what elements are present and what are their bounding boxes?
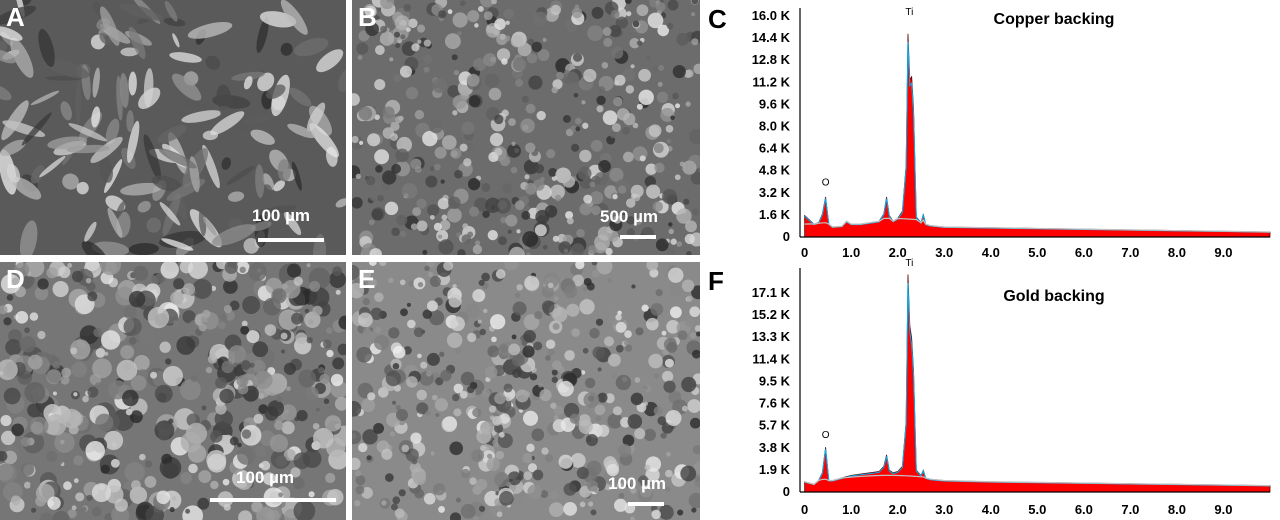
scale-bar-b — [620, 235, 656, 239]
x-tick-label: 5.0 — [1028, 502, 1046, 517]
y-tick-label: 13.3 K — [752, 329, 791, 344]
y-tick-label: 16.0 K — [752, 8, 791, 23]
scale-label-b: 500 µm — [600, 207, 658, 226]
x-tick-label: 6.0 — [1075, 502, 1093, 517]
x-tick-label: 7.0 — [1121, 502, 1139, 517]
panel-letter-d: D — [6, 264, 25, 294]
x-tick-label: 0 — [801, 245, 808, 260]
panel-letter-c: C — [708, 4, 727, 34]
y-tick-label: 0 — [783, 229, 790, 244]
scale-label-a: 100 µm — [252, 206, 310, 225]
y-tick-label: 4.8 K — [759, 163, 791, 178]
peak-label: O — [822, 430, 830, 441]
x-tick-label: 1.0 — [842, 245, 860, 260]
y-tick-label: 9.5 K — [759, 373, 791, 388]
y-tick-label: 1.9 K — [759, 462, 791, 477]
scale-bar-a — [258, 238, 324, 242]
y-tick-label: 0 — [783, 484, 790, 499]
background-curve — [804, 474, 1271, 487]
y-tick-label: 3.8 K — [759, 440, 791, 455]
x-tick-label: 3.0 — [935, 502, 953, 517]
micrograph-d-image — [0, 262, 346, 520]
x-tick-label: 4.0 — [982, 502, 1000, 517]
x-tick-label: 9.0 — [1214, 245, 1232, 260]
chart-title: Copper backing — [994, 11, 1115, 28]
y-tick-label: 1.6 K — [759, 207, 791, 222]
micrograph-d: D 100 µm — [0, 262, 346, 520]
y-tick-label: 11.2 K — [752, 74, 790, 89]
x-tick-label: 7.0 — [1121, 245, 1139, 260]
x-tick-label: 2.0 — [889, 502, 907, 517]
micrograph-b: B 500 µm — [352, 0, 700, 255]
x-tick-label: 0 — [801, 502, 808, 517]
scale-label-e: 100 µm — [608, 474, 666, 493]
spectrum-area — [804, 274, 1271, 493]
peak-label: Ti — [905, 7, 913, 18]
micrograph-a: A 100 µm — [0, 0, 346, 255]
micrograph-b-image — [352, 0, 700, 255]
panel-letter-f: F — [708, 266, 724, 296]
scale-bar-d — [210, 498, 336, 502]
panel-letter-a: A — [6, 2, 25, 32]
x-tick-label: 5.0 — [1028, 245, 1046, 260]
y-tick-label: 5.7 K — [759, 418, 791, 433]
y-tick-label: 15.2 K — [752, 307, 791, 322]
x-tick-label: 6.0 — [1075, 245, 1093, 260]
y-tick-label: 6.4 K — [759, 141, 791, 156]
x-tick-label: 8.0 — [1168, 245, 1186, 260]
micrograph-e: E 100 µm — [352, 262, 700, 520]
y-tick-label: 3.2 K — [759, 185, 791, 200]
x-tick-label: 2.0 — [889, 245, 907, 260]
y-tick-label: 12.8 K — [752, 52, 791, 67]
x-tick-label: 4.0 — [982, 245, 1000, 260]
panel-letter-b: B — [358, 2, 377, 32]
x-tick-label: 3.0 — [935, 245, 953, 260]
y-tick-label: 14.4 K — [752, 30, 791, 45]
x-tick-label: 9.0 — [1214, 502, 1232, 517]
background-curve — [804, 217, 1271, 233]
y-tick-label: 7.6 K — [759, 396, 791, 411]
y-tick-label: 17.1 K — [752, 285, 791, 300]
y-tick-label: 11.4 K — [752, 351, 790, 366]
micrograph-a-image — [0, 0, 346, 255]
panel-letter-e: E — [358, 264, 376, 294]
scale-label-d: 100 µm — [236, 468, 294, 487]
spectrum-fit-line — [804, 283, 1271, 487]
x-tick-label: 1.0 — [842, 502, 860, 517]
y-tick-label: 8.0 K — [759, 119, 791, 134]
chart-title: Gold backing — [1003, 288, 1104, 305]
peak-label: Ti — [905, 258, 913, 269]
micrograph-e-image — [352, 262, 700, 520]
scale-bar-e — [628, 502, 664, 506]
peak-label: O — [822, 177, 830, 188]
y-tick-label: 9.6 K — [759, 96, 791, 111]
x-tick-label: 8.0 — [1168, 502, 1186, 517]
